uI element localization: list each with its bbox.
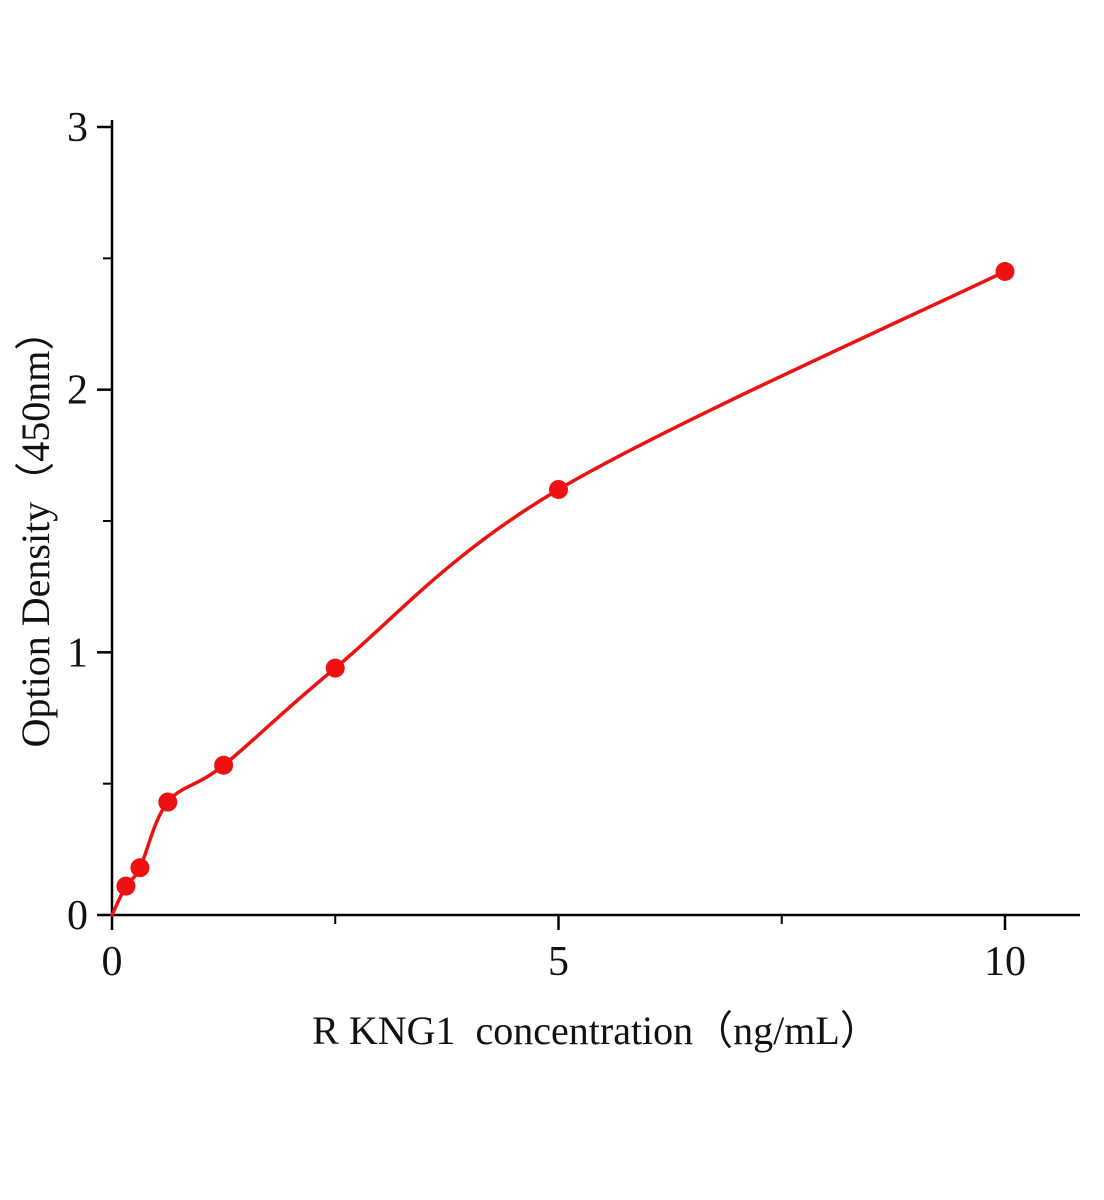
data-point bbox=[549, 479, 568, 499]
y-axis-title: Option Density（450nm） bbox=[13, 310, 58, 748]
data-point bbox=[325, 658, 345, 678]
x-axis-title: R KNG1 concentration（ng/mL） bbox=[312, 1008, 880, 1053]
data-point bbox=[158, 792, 178, 812]
fit-curve bbox=[110, 269, 1007, 917]
x-tick-label: 0 bbox=[102, 939, 123, 985]
x-tick-label: 5 bbox=[548, 939, 569, 985]
data-point bbox=[130, 858, 150, 878]
data-point bbox=[116, 876, 136, 896]
y-tick-label: 0 bbox=[67, 893, 88, 939]
data-point bbox=[214, 755, 234, 775]
y-tick-label: 2 bbox=[67, 368, 88, 414]
y-tick-label: 3 bbox=[67, 105, 88, 151]
data-point bbox=[995, 261, 1015, 281]
x-tick-label: 10 bbox=[984, 939, 1026, 985]
y-tick-label: 1 bbox=[67, 630, 88, 676]
